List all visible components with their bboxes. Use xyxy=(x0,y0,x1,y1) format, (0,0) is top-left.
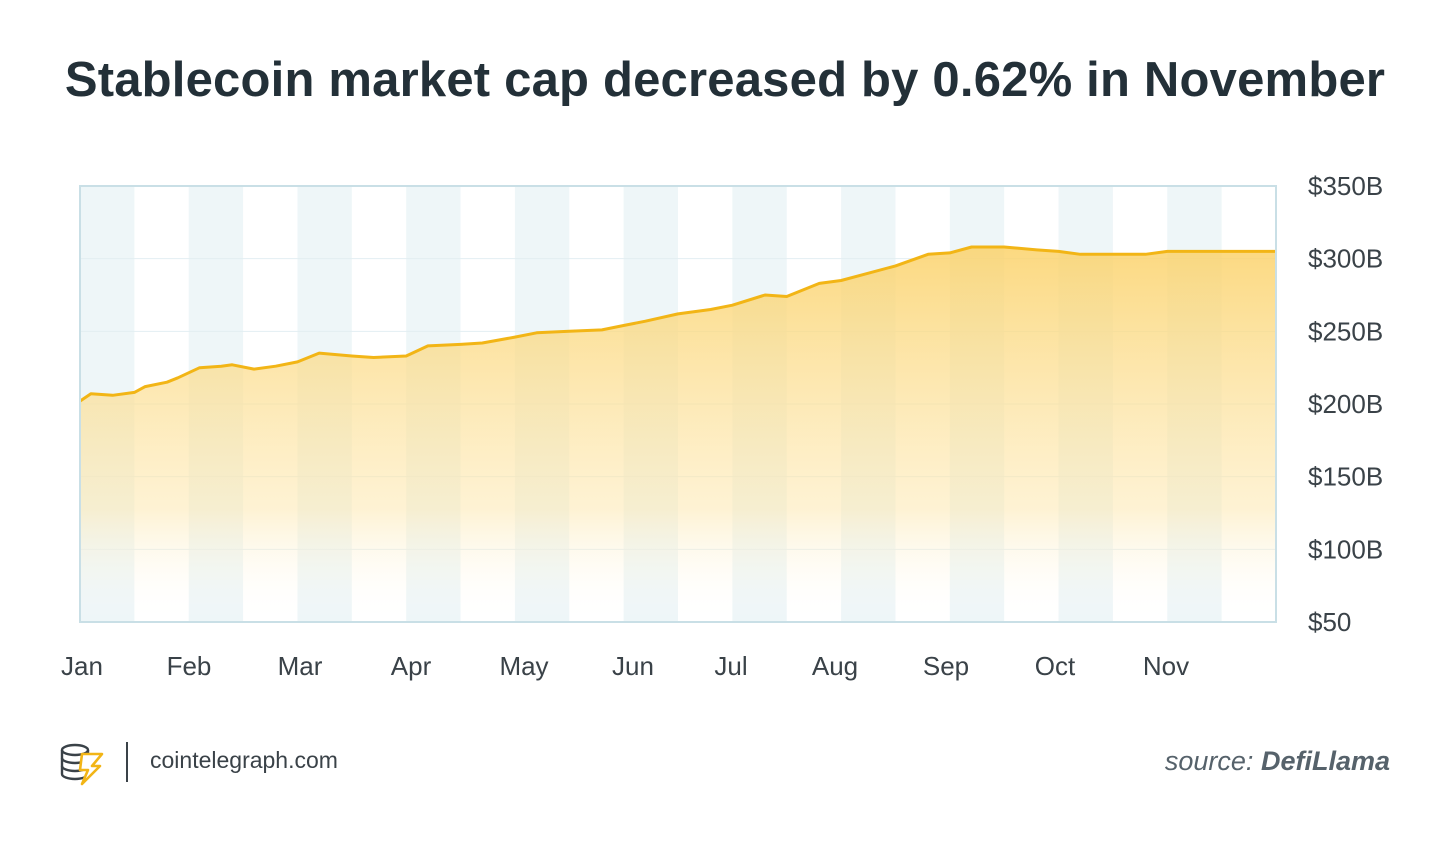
y-tick-label: $200B xyxy=(1308,389,1383,419)
x-tick-label: May xyxy=(499,651,548,681)
x-tick-label: Apr xyxy=(391,651,432,681)
footer-site-link[interactable]: cointelegraph.com xyxy=(150,747,338,773)
x-tick-label: Aug xyxy=(812,651,858,681)
y-tick-label: $300B xyxy=(1308,244,1383,274)
x-tick-label: Feb xyxy=(167,651,212,681)
footer-source: source: DefiLlama xyxy=(1165,746,1390,777)
y-tick-label: $350B xyxy=(1308,171,1383,201)
source-name: DefiLlama xyxy=(1260,746,1390,776)
x-tick-label: Mar xyxy=(278,651,323,681)
cointelegraph-logo-icon xyxy=(60,743,104,786)
x-tick-label: Jul xyxy=(714,651,747,681)
y-tick-label: $250B xyxy=(1308,316,1383,346)
y-tick-label: $100B xyxy=(1308,534,1383,564)
footer-divider xyxy=(126,742,128,782)
market-cap-area xyxy=(80,247,1276,622)
x-tick-label: Oct xyxy=(1035,651,1076,681)
chart-title: Stablecoin market cap decreased by 0.62%… xyxy=(64,53,1386,107)
plot-frame xyxy=(79,185,1277,623)
x-tick-label: Jan xyxy=(61,651,103,681)
y-tick-label: $150B xyxy=(1308,462,1383,492)
x-tick-label: Nov xyxy=(1143,651,1189,681)
x-tick-label: Jun xyxy=(612,651,654,681)
y-tick-label: $50 xyxy=(1308,607,1351,637)
source-label: source: xyxy=(1164,746,1254,776)
market-cap-line xyxy=(79,245,1276,403)
x-tick-label: Sep xyxy=(923,651,969,681)
